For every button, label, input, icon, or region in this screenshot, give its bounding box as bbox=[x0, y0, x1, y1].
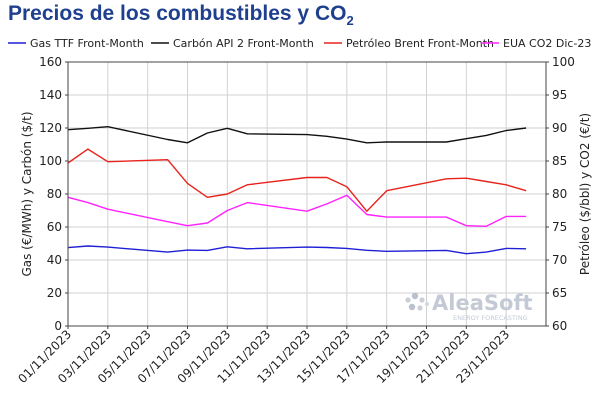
left-tick-label: 40 bbox=[47, 253, 62, 267]
y-axis-right-label: Petróleo ($/bbl) y CO2 (€/t) bbox=[578, 113, 592, 275]
legend-label-4: EUA CO2 Dic-23 bbox=[503, 37, 591, 50]
legend: Gas TTF Front-Month Carbón API 2 Front-Mo… bbox=[8, 37, 591, 50]
legend-label-1: Gas TTF Front-Month bbox=[30, 37, 144, 50]
left-tick-label: 80 bbox=[47, 187, 62, 201]
left-tick-label: 20 bbox=[47, 286, 62, 300]
left-tick-label: 60 bbox=[47, 220, 62, 234]
watermark-brand: AleaSoft bbox=[432, 291, 533, 315]
right-tick-label: 100 bbox=[552, 55, 575, 69]
right-tick-label: 80 bbox=[552, 187, 567, 201]
right-tick-label: 60 bbox=[552, 319, 567, 333]
left-tick-label: 160 bbox=[39, 55, 62, 69]
grid bbox=[67, 61, 546, 327]
series-line-3 bbox=[67, 148, 527, 212]
right-axis: 60 65 70 75 80 85 90 95 100 bbox=[546, 55, 575, 333]
left-tick-label: 140 bbox=[39, 88, 62, 102]
right-tick-label: 70 bbox=[552, 253, 567, 267]
watermark: AleaSoft ENERGY FORECASTING bbox=[405, 291, 533, 322]
left-tick-label: 100 bbox=[39, 154, 62, 168]
right-tick-label: 85 bbox=[552, 154, 567, 168]
x-axis: 01/11/202303/11/202305/11/202307/11/2023… bbox=[15, 326, 512, 386]
left-tick-label: 0 bbox=[54, 319, 62, 333]
series-line-2 bbox=[67, 125, 527, 144]
left-axis: 0 20 40 60 80 100 120 140 160 bbox=[39, 55, 68, 333]
series-line-4 bbox=[67, 194, 527, 228]
right-tick-label: 90 bbox=[552, 121, 567, 135]
series-line-1 bbox=[67, 245, 527, 255]
chart-title: Precios de los combustibles y CO2 bbox=[8, 2, 354, 29]
left-tick-label: 120 bbox=[39, 121, 62, 135]
y-axis-left-label: Gas (€/MWh) y Carbón ($/t) bbox=[20, 111, 34, 276]
series-layer bbox=[67, 125, 527, 255]
right-tick-label: 65 bbox=[552, 286, 567, 300]
legend-label-2: Carbón API 2 Front-Month bbox=[173, 37, 314, 50]
legend-label-3: Petróleo Brent Front-Month bbox=[346, 37, 494, 50]
right-tick-label: 95 bbox=[552, 88, 567, 102]
watermark-tagline: ENERGY FORECASTING bbox=[453, 314, 528, 322]
right-tick-label: 75 bbox=[552, 220, 567, 234]
aleasoft-logo-icon bbox=[405, 292, 430, 311]
